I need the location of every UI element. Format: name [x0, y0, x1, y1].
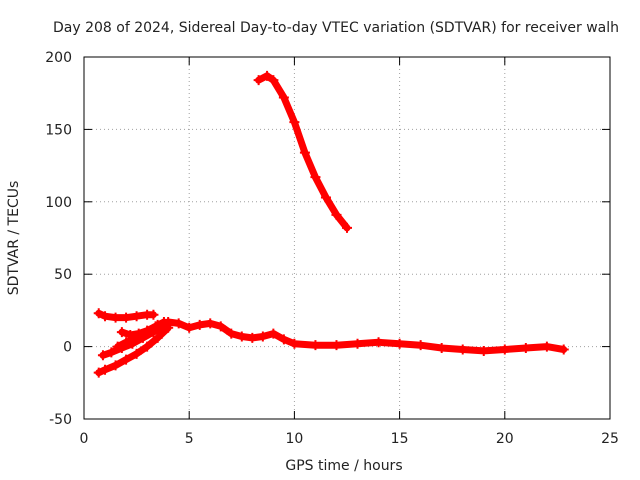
data-point — [121, 337, 132, 348]
data-point — [278, 334, 289, 345]
data-point — [320, 192, 331, 203]
data-point — [236, 331, 247, 342]
plot-frame — [83, 56, 611, 420]
data-point — [268, 75, 279, 86]
y-axis-label: SDTVAR / TECUs — [6, 181, 22, 296]
axis-ticks: 0 5 10 15 20 25 -50 0 50 100 150 200 — [45, 50, 619, 447]
data-point — [100, 364, 111, 375]
data-point — [436, 343, 447, 354]
data-point — [226, 328, 237, 339]
y-tick-label: 50 — [54, 267, 72, 283]
data-point — [278, 92, 289, 103]
data-series — [93, 70, 569, 378]
x-tick-label: 15 — [391, 431, 409, 447]
data-point — [106, 347, 117, 358]
data-point — [310, 340, 321, 351]
data-point — [373, 337, 384, 348]
y-tick-label: 100 — [45, 195, 72, 211]
y-tick-label: 150 — [45, 122, 72, 138]
series-arc-high — [255, 72, 351, 232]
data-point — [142, 325, 153, 336]
data-point — [247, 332, 258, 343]
data-point — [142, 341, 153, 352]
data-point — [133, 328, 144, 339]
data-point — [558, 344, 569, 355]
data-point — [262, 70, 273, 81]
data-point — [148, 309, 159, 320]
data-point — [289, 117, 300, 128]
data-point — [310, 172, 321, 183]
data-point — [110, 312, 121, 323]
data-point — [116, 327, 127, 338]
data-point — [112, 341, 123, 352]
data-point — [158, 316, 169, 327]
y-tick-label: 200 — [45, 50, 72, 66]
data-point — [131, 311, 142, 322]
data-point — [150, 321, 161, 332]
data-point — [125, 330, 136, 341]
data-point — [257, 331, 268, 342]
data-point — [253, 75, 264, 86]
chart-title: Day 208 of 2024, Sidereal Day-to-day VTE… — [53, 20, 619, 36]
data-point — [268, 328, 279, 339]
data-point — [173, 318, 184, 329]
data-point — [331, 340, 342, 351]
data-point — [184, 322, 195, 333]
data-point — [205, 318, 216, 329]
data-point — [131, 348, 142, 359]
data-point — [478, 345, 489, 356]
x-tick-label: 25 — [601, 431, 619, 447]
data-point — [289, 338, 300, 349]
data-point — [499, 344, 510, 355]
grid-lines — [84, 57, 610, 419]
x-tick-label: 0 — [80, 431, 89, 447]
data-point — [299, 147, 310, 158]
data-point — [215, 321, 226, 332]
x-tick-label: 10 — [285, 431, 303, 447]
data-point — [110, 360, 121, 371]
x-axis-label: GPS time / hours — [285, 458, 402, 474]
data-point — [520, 343, 531, 354]
data-point — [121, 312, 132, 323]
data-point — [415, 340, 426, 351]
data-point — [121, 354, 132, 365]
data-point — [342, 222, 352, 233]
data-point — [541, 341, 552, 352]
data-point — [457, 344, 468, 355]
data-point — [194, 319, 205, 330]
x-tick-label: 5 — [185, 431, 194, 447]
x-tick-label: 20 — [496, 431, 514, 447]
data-point — [100, 311, 111, 322]
data-point — [97, 350, 108, 361]
y-tick-label: 0 — [63, 340, 72, 356]
y-tick-label: -50 — [49, 412, 72, 428]
data-point — [394, 338, 405, 349]
data-point — [152, 332, 163, 343]
data-point — [352, 338, 363, 349]
data-point — [93, 367, 104, 378]
data-point — [93, 308, 104, 319]
data-point — [331, 209, 342, 220]
